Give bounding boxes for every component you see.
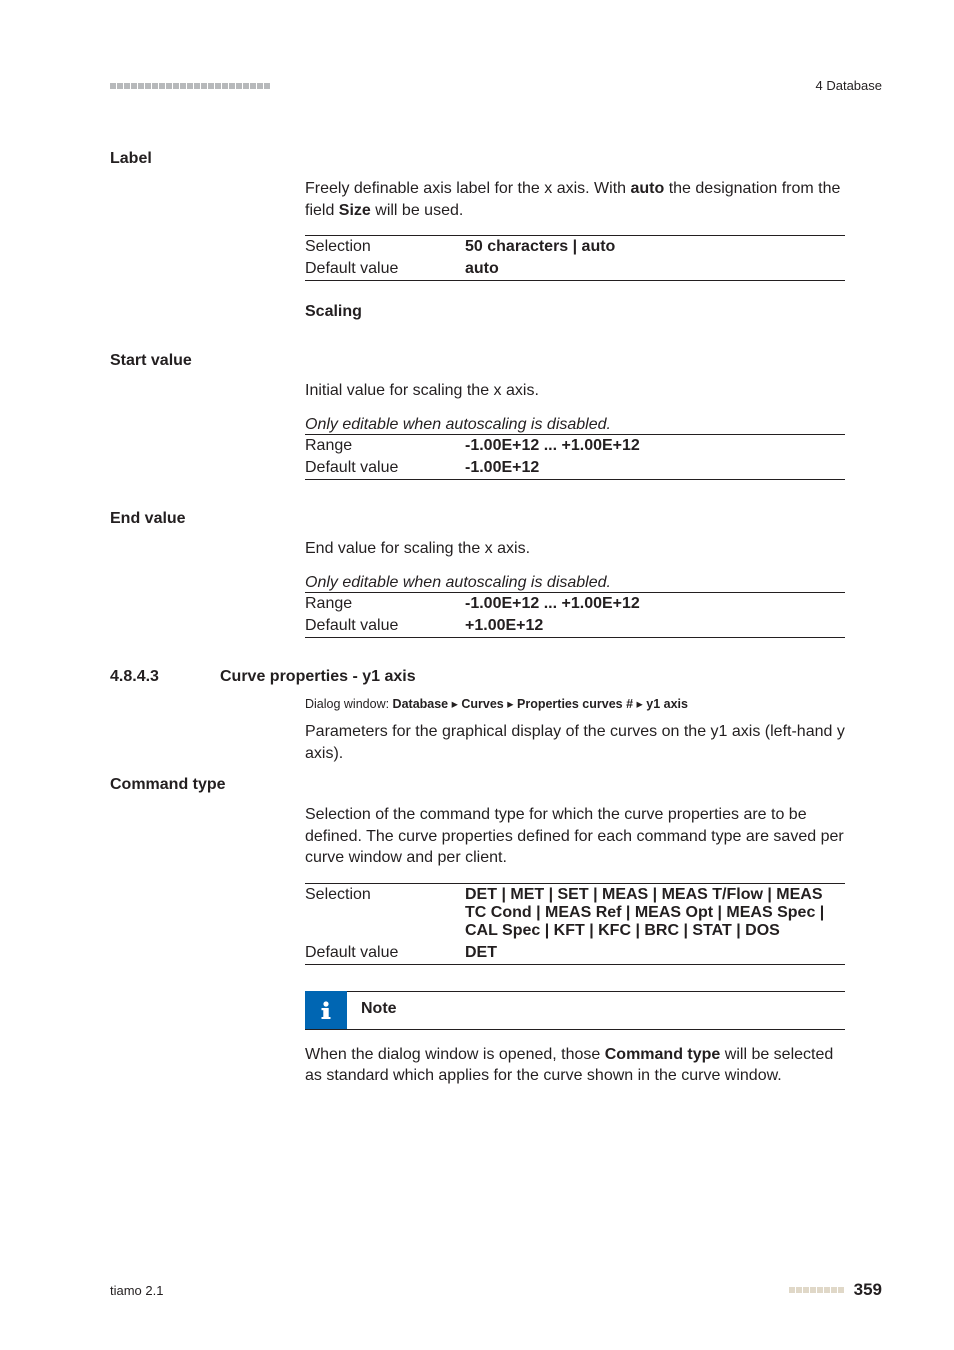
note-body: When the dialog window is opened, those … — [305, 1030, 845, 1087]
start-description: Initial value for scaling the x axis. — [305, 380, 845, 402]
start-range-key: Range — [305, 434, 465, 457]
start-condition: Only editable when autoscaling is disabl… — [305, 416, 845, 434]
field-heading-end: End value — [110, 510, 305, 528]
command-description: Selection of the command type for which … — [305, 804, 845, 869]
header-dots — [110, 83, 270, 89]
info-icon — [305, 991, 347, 1029]
scaling-heading: Scaling — [305, 303, 845, 321]
field-heading-label: Label — [110, 150, 305, 168]
page-footer: tiamo 2.1 359 — [110, 1280, 882, 1300]
footer-dots — [789, 1287, 844, 1293]
start-default-val: -1.00E+12 — [465, 457, 845, 480]
section-description: Parameters for the graphical display of … — [305, 721, 845, 764]
label-description: Freely definable axis label for the x ax… — [305, 178, 845, 221]
section-title: Curve properties - y1 axis — [220, 668, 416, 685]
label-default-val: auto — [465, 258, 845, 281]
dialog-path: Dialog window: Database ▸ Curves ▸ Prope… — [305, 696, 845, 711]
field-heading-command: Command type — [110, 776, 305, 794]
note-title: Note — [347, 991, 845, 1029]
cmd-default-key: Default value — [305, 942, 465, 965]
start-range-val: -1.00E+12 ... +1.00E+12 — [465, 434, 845, 457]
end-table: Range-1.00E+12 ... +1.00E+12 Default val… — [305, 592, 845, 642]
end-default-key: Default value — [305, 615, 465, 638]
start-table: Range-1.00E+12 ... +1.00E+12 Default val… — [305, 434, 845, 484]
cmd-selection-val: DET | MET | SET | MEAS | MEAS T/Flow | M… — [465, 883, 845, 942]
cmd-selection-key: Selection — [305, 883, 465, 942]
page-header: 4 Database — [110, 78, 882, 93]
end-default-val: +1.00E+12 — [465, 615, 845, 638]
end-description: End value for scaling the x axis. — [305, 538, 845, 560]
label-table: Selection50 characters | auto Default va… — [305, 235, 845, 285]
cmd-default-val: DET — [465, 942, 845, 965]
end-range-key: Range — [305, 592, 465, 615]
chapter-label: 4 Database — [816, 78, 883, 93]
label-default-key: Default value — [305, 258, 465, 281]
page-number: 359 — [854, 1280, 882, 1300]
field-heading-start: Start value — [110, 352, 305, 370]
label-selection-key: Selection — [305, 236, 465, 259]
label-selection-val: 50 characters | auto — [465, 236, 845, 259]
end-range-val: -1.00E+12 ... +1.00E+12 — [465, 592, 845, 615]
end-condition: Only editable when autoscaling is disabl… — [305, 574, 845, 592]
section-number: 4.8.4.3 — [110, 668, 159, 685]
note-box: Note When the dialog window is opened, t… — [305, 991, 845, 1087]
footer-product: tiamo 2.1 — [110, 1283, 163, 1298]
start-default-key: Default value — [305, 457, 465, 480]
command-table: SelectionDET | MET | SET | MEAS | MEAS T… — [305, 883, 845, 969]
